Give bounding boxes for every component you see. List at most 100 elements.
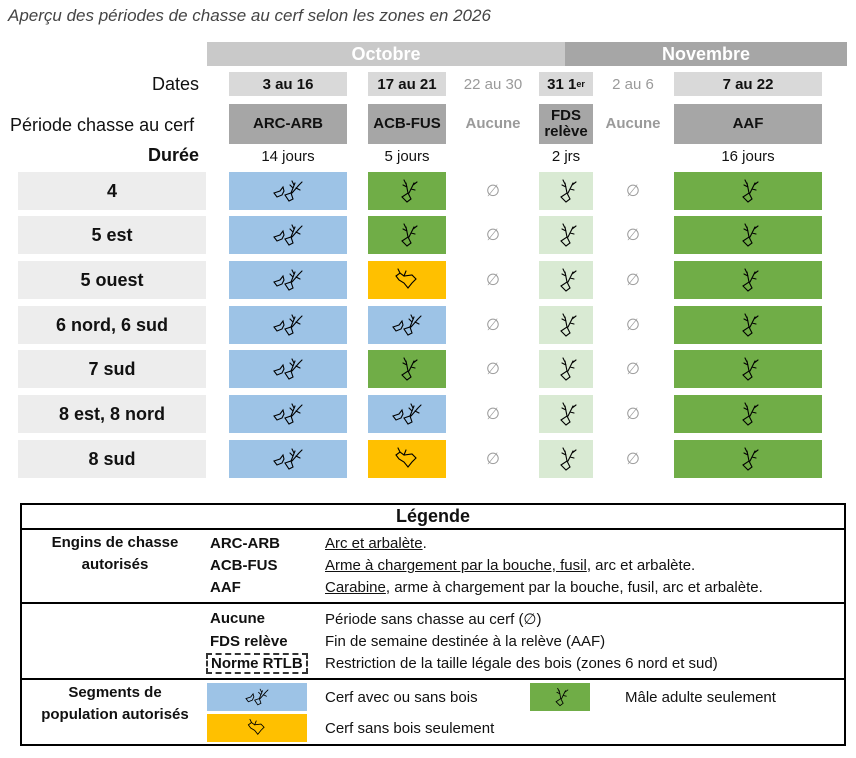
date-cell: 3 au 16	[229, 72, 347, 96]
legend-box	[20, 503, 846, 746]
deer-with-antlers-icon	[245, 688, 269, 706]
season-cell	[368, 216, 446, 254]
no-hunting-cell: ∅	[454, 261, 532, 299]
adult-male-deer-icon	[742, 179, 759, 203]
no-hunting-cell: ∅	[600, 440, 666, 478]
date-cell: 22 au 30	[463, 75, 523, 93]
antlerless-deer-icon	[247, 718, 265, 735]
duration-cell: 16 jours	[721, 147, 775, 165]
gear-code: ACB-FUS	[210, 557, 278, 574]
season-cell	[229, 172, 347, 210]
term-code: Aucune	[210, 610, 266, 627]
empty-set-icon: ∅	[486, 272, 500, 289]
season-cell	[539, 395, 593, 433]
period-cell: ARC-ARB	[229, 104, 347, 144]
empty-set-icon: ∅	[486, 361, 500, 378]
term-desc: Restriction de la taille légale des bois…	[325, 655, 718, 672]
empty-set-icon: ∅	[626, 227, 640, 244]
season-cell	[229, 350, 347, 388]
season-cell	[674, 440, 822, 478]
season-cell	[539, 172, 593, 210]
gear-desc-main: Arc et arbalète	[325, 535, 423, 552]
no-hunting-cell: ∅	[454, 350, 532, 388]
date-1: 1	[568, 75, 577, 93]
adult-male-deer-icon	[560, 268, 577, 292]
season-cell	[229, 395, 347, 433]
adult-male-deer-icon	[560, 447, 577, 471]
date-cell: 17 au 21	[368, 72, 446, 96]
date-31: 31	[547, 75, 564, 93]
empty-set-icon: ∅	[486, 317, 500, 334]
gear-desc: Arme à chargement par la bouche, fusil, …	[325, 557, 695, 574]
page-title: Aperçu des périodes de chasse au cerf se…	[8, 6, 491, 25]
gear-code: ARC-ARB	[210, 535, 280, 552]
zone-label: 4	[18, 172, 206, 210]
deer-with-antlers-icon	[273, 180, 303, 202]
deer-with-antlers-icon	[273, 224, 303, 246]
adult-male-deer-icon	[742, 313, 759, 337]
adult-male-deer-icon	[401, 223, 418, 247]
zone-label: 5 ouest	[18, 261, 206, 299]
adult-male-deer-icon	[560, 179, 577, 203]
season-cell	[539, 306, 593, 344]
empty-set-icon: ∅	[486, 227, 500, 244]
season-cell	[674, 261, 822, 299]
duration-cell: 2 jrs	[551, 147, 581, 165]
no-hunting-cell: ∅	[454, 172, 532, 210]
season-cell	[674, 216, 822, 254]
empty-set-icon: ∅	[626, 317, 640, 334]
no-hunting-cell: ∅	[454, 306, 532, 344]
segments-header: Segments de population autorisés	[41, 684, 189, 723]
gear-desc: Carabine, arme à chargement par la bouch…	[325, 579, 763, 596]
empty-set-icon: ∅	[486, 406, 500, 423]
no-hunting-cell: ∅	[600, 306, 666, 344]
deer-with-antlers-icon	[273, 358, 303, 380]
adult-male-deer-icon	[560, 223, 577, 247]
season-cell	[674, 395, 822, 433]
period-cell: Aucune	[605, 115, 661, 132]
term-code: FDS relève	[210, 633, 288, 650]
gear-code: AAF	[210, 579, 241, 596]
gear-desc-main: Carabine	[325, 579, 386, 596]
season-cell	[539, 216, 593, 254]
season-cell	[229, 261, 347, 299]
period-label: Période chasse au cerf	[10, 115, 195, 135]
adult-male-deer-icon	[742, 357, 759, 381]
season-cell	[674, 306, 822, 344]
no-hunting-cell: ∅	[600, 350, 666, 388]
adult-male-deer-icon	[560, 402, 577, 426]
season-cell	[229, 440, 347, 478]
empty-set-icon: ∅	[626, 361, 640, 378]
antlerless-deer-icon	[395, 447, 417, 468]
term-desc: Période sans chasse au cerf (∅)	[325, 611, 542, 628]
zone-label: 7 sud	[18, 350, 206, 388]
season-cell	[674, 172, 822, 210]
no-hunting-cell: ∅	[454, 216, 532, 254]
segment-desc: Cerf avec ou sans bois	[325, 689, 478, 706]
no-hunting-cell: ∅	[600, 395, 666, 433]
period-cell: Aucune	[465, 115, 521, 132]
antlerless-deer-icon	[395, 268, 417, 289]
gear-desc-rest: , arme à chargement par la bouche, fusil…	[385, 579, 763, 596]
season-cell	[368, 395, 446, 433]
term-code: Norme RTLB	[206, 653, 308, 674]
date-cell: 2 au 6	[612, 75, 654, 93]
month-october: Octobre	[207, 42, 565, 66]
period-cell: ACB-FUS	[368, 104, 446, 144]
deer-with-antlers-icon	[392, 314, 422, 336]
deer-with-antlers-icon	[392, 403, 422, 425]
empty-set-icon: ∅	[486, 451, 500, 468]
no-hunting-cell: ∅	[600, 216, 666, 254]
duration-cell: 14 jours	[261, 147, 315, 165]
adult-male-deer-icon	[742, 447, 759, 471]
deer-with-antlers-icon	[273, 269, 303, 291]
season-cell	[368, 261, 446, 299]
duration-label: Durée	[148, 145, 200, 165]
date-1-suffix: er	[576, 79, 585, 89]
deer-with-antlers-icon	[273, 448, 303, 470]
empty-set-icon: ∅	[626, 183, 640, 200]
period-cell: FDS relève	[539, 104, 593, 144]
adult-male-deer-icon	[742, 223, 759, 247]
no-hunting-cell: ∅	[454, 395, 532, 433]
date-cell: 7 au 22	[674, 72, 822, 96]
